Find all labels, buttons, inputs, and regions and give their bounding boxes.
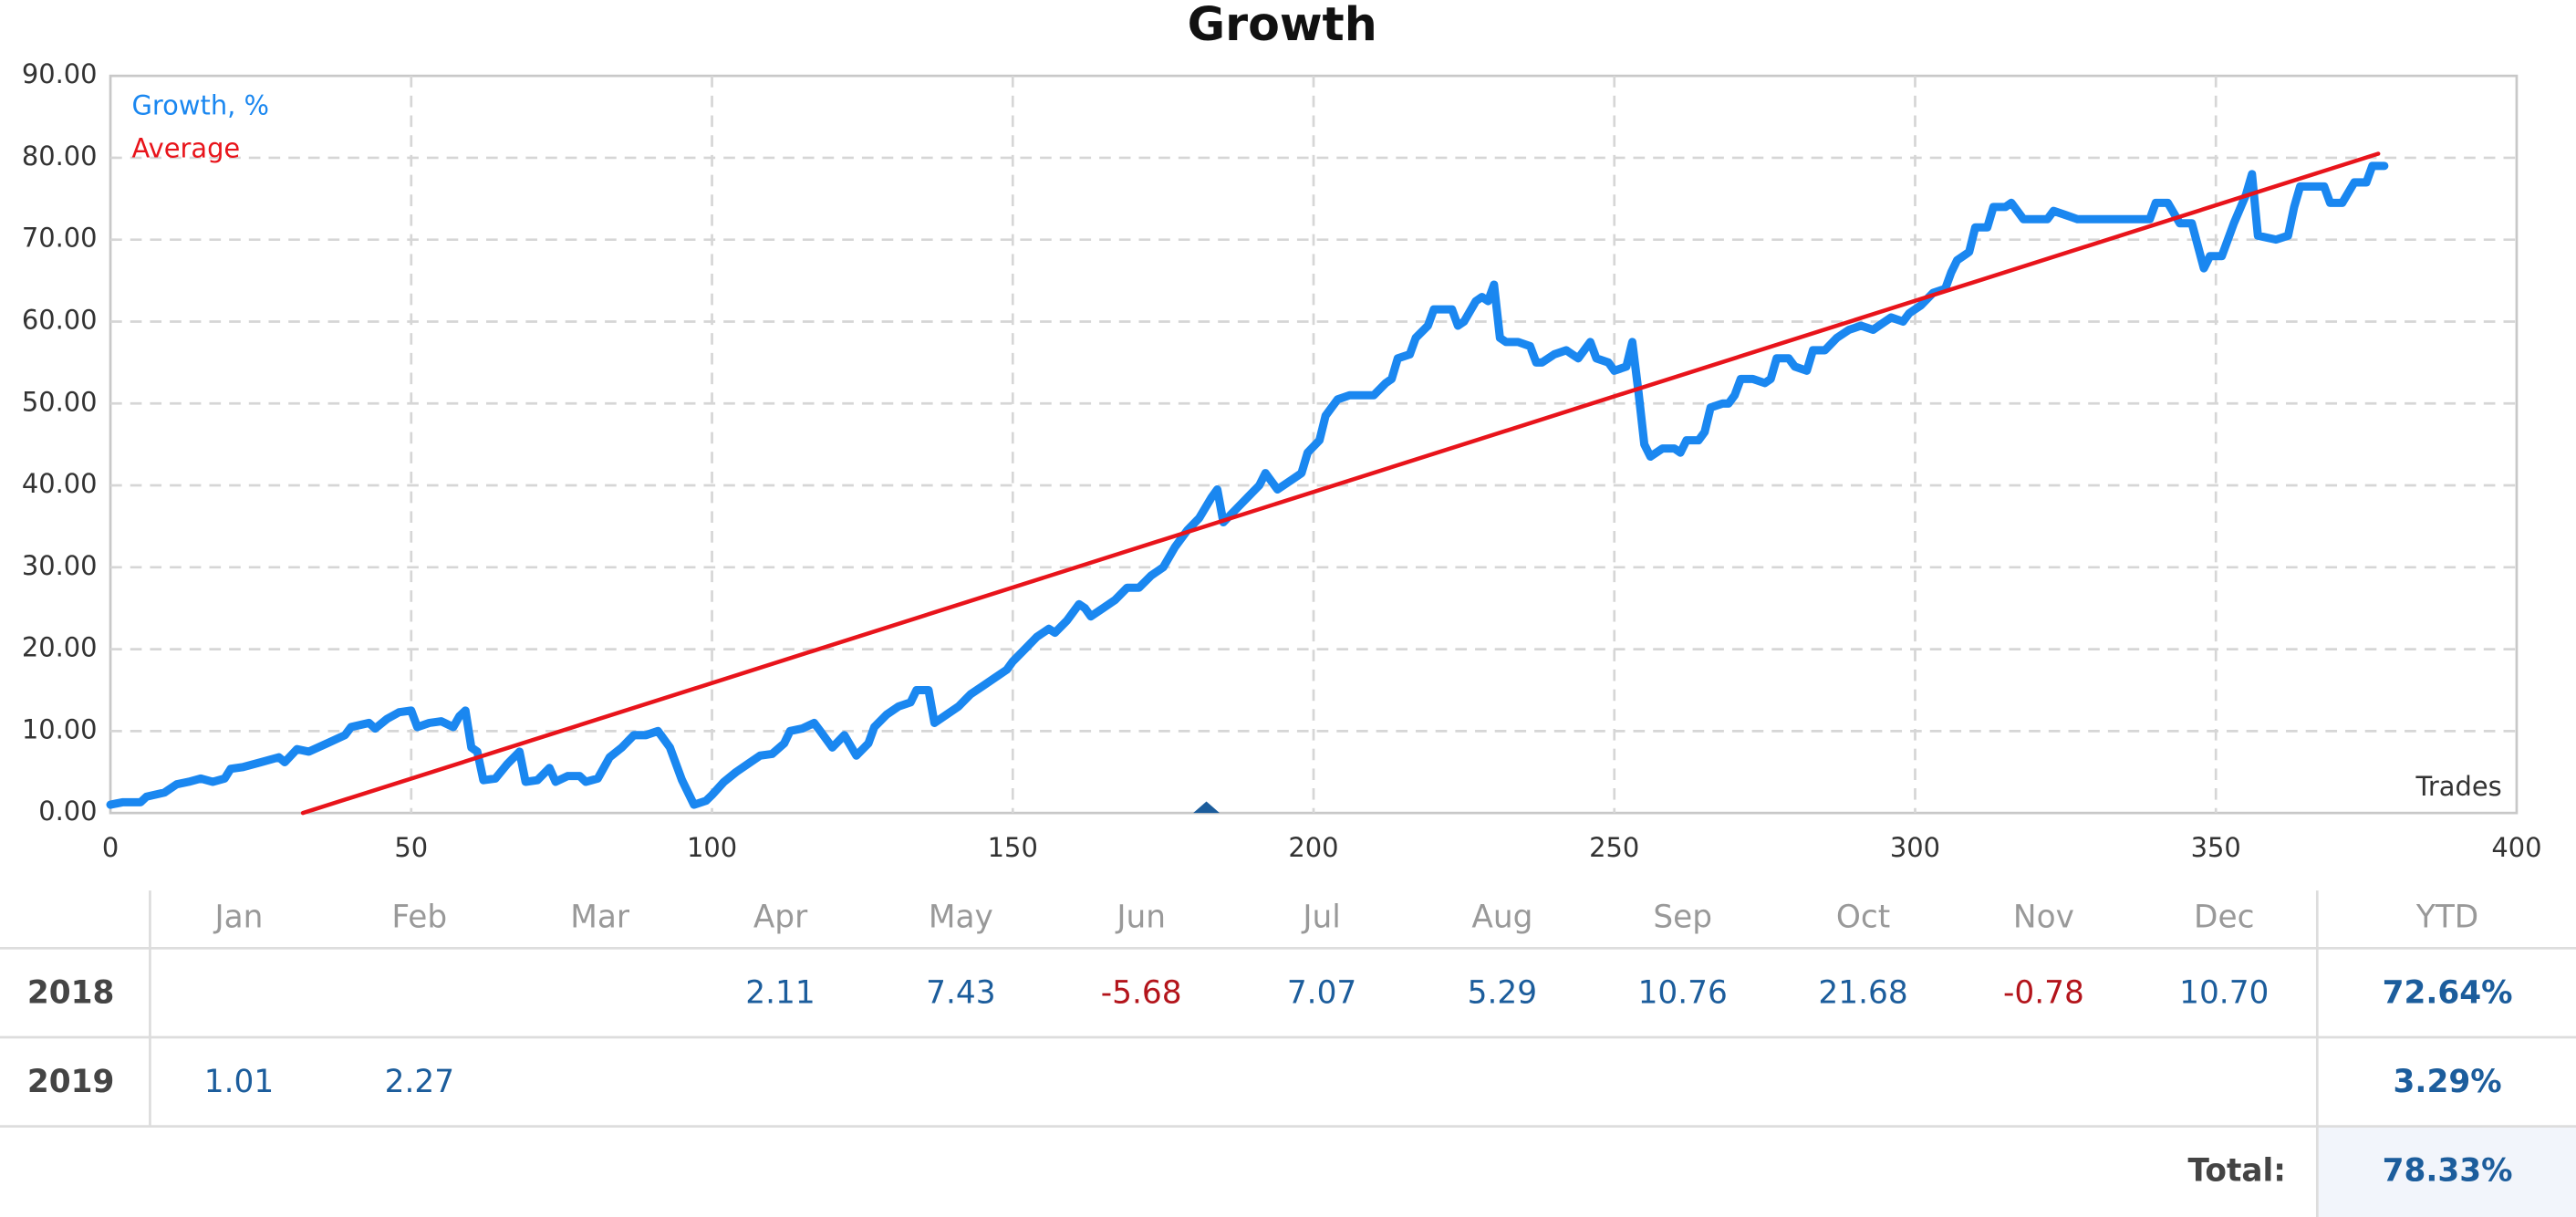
month-value: -0.78 <box>2003 974 2084 1011</box>
row-label: 2018 <box>27 974 115 1011</box>
column-header: Mar <box>570 899 630 935</box>
month-value: 7.43 <box>926 974 995 1011</box>
column-header: Jul <box>1301 899 1340 935</box>
column-header: Aug <box>1471 899 1532 935</box>
x-axis-label: Trades <box>2415 771 2502 802</box>
x-tick-label: 300 <box>1890 832 1940 863</box>
event-marker <box>1193 801 1220 814</box>
x-tick-label: 350 <box>2191 832 2241 863</box>
column-header: Dec <box>2194 899 2254 935</box>
y-tick-label: 30.00 <box>22 550 98 581</box>
month-value: -5.68 <box>1101 974 1182 1011</box>
x-tick-label: 150 <box>988 832 1038 863</box>
y-tick-label: 90.00 <box>22 58 98 89</box>
series-line <box>106 161 2389 809</box>
ytd-value: 3.29% <box>2394 1064 2502 1100</box>
month-value: 7.07 <box>1287 974 1356 1011</box>
month-value: 21.68 <box>1818 974 1907 1011</box>
x-tick-label: 250 <box>1589 832 1639 863</box>
y-tick-label: 50.00 <box>22 386 98 417</box>
column-header: Feb <box>391 899 447 935</box>
table: Total: 78.33% Jan Feb Mar Apr May Jun Jul Aug Se… <box>0 890 2576 1217</box>
y-tick-label: 10.00 <box>22 713 98 744</box>
column-header: Jan <box>213 899 264 935</box>
legend-entry: Average <box>132 132 241 163</box>
column-header: Nov <box>2013 899 2074 935</box>
row-label: 2019 <box>27 1064 115 1100</box>
month-value: 1.01 <box>204 1064 274 1100</box>
total-cell-bg <box>2317 1126 2576 1217</box>
chart-title: Growth <box>1188 0 1377 51</box>
marks: Growth, % Average <box>106 89 2389 816</box>
grid: 0.00 10.00 20.00 30.00 40.00 50.00 60.00 70.00 8… <box>22 58 2542 863</box>
series-line <box>300 151 2381 816</box>
month-value: 10.76 <box>1638 974 1728 1011</box>
x-tick-label: 400 <box>2491 832 2541 863</box>
month-value: 2.11 <box>745 974 815 1011</box>
ytd-value: 72.64% <box>2383 974 2513 1011</box>
x-tick-label: 100 <box>687 832 737 863</box>
y-tick-label: 40.00 <box>22 468 98 499</box>
column-header: YTD <box>2415 899 2478 935</box>
x-tick-label: 50 <box>394 832 428 863</box>
column-header: Jun <box>1115 899 1166 935</box>
x-tick-label: 200 <box>1288 832 1338 863</box>
column-header: Oct <box>1836 899 1890 935</box>
y-tick-label: 70.00 <box>22 223 98 254</box>
column-header: Sep <box>1653 899 1712 935</box>
month-value: 5.29 <box>1468 974 1537 1011</box>
y-tick-label: 20.00 <box>22 632 98 663</box>
legend-entry: Growth, % <box>132 89 269 120</box>
column-header: Apr <box>753 899 808 935</box>
y-tick-label: 60.00 <box>22 304 98 335</box>
month-value: 10.70 <box>2179 974 2269 1011</box>
x-tick-label: 0 <box>102 832 119 863</box>
y-tick-label: 80.00 <box>22 140 98 172</box>
column-header: May <box>929 899 993 935</box>
total-label: Total: <box>2188 1153 2286 1190</box>
total-value: 78.33% <box>2383 1153 2513 1190</box>
month-value: 2.27 <box>385 1064 454 1100</box>
y-tick-label: 0.00 <box>38 796 97 827</box>
